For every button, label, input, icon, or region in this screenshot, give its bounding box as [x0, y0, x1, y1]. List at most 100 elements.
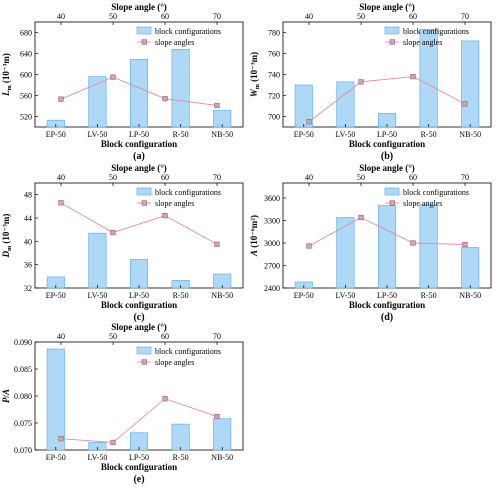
y-tick-label: 3300 — [264, 217, 280, 226]
legend: block configurations slope angles — [384, 187, 469, 208]
x-tick-label: EP-50 — [294, 130, 314, 139]
y-axis-title: Dm (10⁻³m) — [1, 214, 13, 259]
panel-label: (a) — [133, 151, 145, 162]
legend-bar-swatch — [384, 26, 400, 35]
y-tick-label: 32 — [24, 284, 32, 293]
legend-line-label: slope angles — [155, 38, 194, 47]
x-tick-label: LP-50 — [129, 453, 149, 462]
slope-angle-point-40 — [306, 243, 312, 249]
top-tick-label: 60 — [409, 12, 417, 21]
y-tick-label: 3600 — [264, 194, 280, 203]
slope-angle-point-50 — [110, 74, 116, 80]
top-tick-label: 50 — [357, 173, 365, 182]
bar-nb-50 — [213, 418, 232, 451]
x-tick-label: NB-50 — [211, 130, 233, 139]
y-tick-label: 2700 — [264, 262, 280, 271]
y-tick-label: 36 — [24, 261, 32, 270]
slope-angle-point-60 — [410, 240, 416, 246]
bar-lp-50 — [129, 58, 149, 128]
slope-angle-point-60 — [162, 213, 168, 219]
y-tick-label: 720 — [268, 92, 280, 101]
x-tick-label: LP-50 — [129, 130, 149, 139]
top-tick-label: 40 — [57, 332, 65, 341]
bar-ep-50 — [46, 348, 65, 451]
top-tick-label: 40 — [305, 12, 313, 21]
bar-r-50 — [419, 204, 438, 289]
x-axis-title: Block configuration — [349, 139, 425, 149]
slope-angle-line — [308, 216, 466, 247]
y-axis-title: Wm (10⁻³m) — [249, 52, 261, 97]
legend-bar-label: block configurations — [155, 188, 221, 197]
panel-label: (e) — [133, 474, 144, 485]
top-axis-title: Slope angle (°) — [111, 2, 167, 12]
y-tick-label: 3000 — [264, 239, 280, 248]
y-axis-title: A (10⁻⁶m²) — [249, 215, 259, 257]
y-axis-title: Lm (10⁻³m) — [1, 53, 13, 97]
top-tick-label: 40 — [305, 173, 313, 182]
bar-lp-50 — [377, 205, 397, 289]
legend-marker-swatch — [389, 39, 395, 45]
legend-line-label: slope angles — [403, 38, 442, 47]
x-tick-label: LV-50 — [87, 291, 107, 300]
y-tick-label: 560 — [20, 92, 32, 101]
y-tick-label: 44 — [24, 214, 32, 223]
x-tick-label: EP-50 — [46, 453, 66, 462]
chart-panel-b: 700 720 740 760 780 EP-50 LV-50 LP-50 R-50 NB-50 4… — [249, 2, 492, 162]
chart-panel-c: 32 36 40 44 48 EP-50 LV-50 LP-50 R-50 NB-50 40 50 60… — [1, 163, 244, 323]
y-tick-label: 780 — [268, 29, 280, 38]
slope-angle-point-50 — [358, 214, 364, 221]
legend-marker-swatch — [141, 39, 147, 45]
legend-bar-label: block configurations — [155, 27, 221, 36]
y-tick-label: 700 — [268, 113, 280, 122]
x-tick-label: LP-50 — [129, 291, 149, 300]
legend-bar-label: block configurations — [403, 27, 469, 36]
slope-angle-point-60 — [162, 96, 168, 102]
x-tick-label: LV-50 — [87, 453, 107, 462]
slope-angle-point-70 — [462, 101, 468, 107]
x-axis-title: Block configuration — [349, 300, 425, 310]
top-tick-label: 70 — [213, 12, 221, 21]
slope-angle-point-60 — [410, 74, 416, 80]
legend: block configurations slope angles — [136, 187, 221, 208]
legend-bar-label: block configurations — [155, 347, 221, 356]
x-tick-label: EP-50 — [46, 130, 66, 139]
panel-label: (c) — [133, 312, 144, 323]
x-tick-label: EP-50 — [46, 291, 66, 300]
bar-lp-50 — [129, 259, 149, 289]
chart-panel-a: 520 560 600 640 680 EP-50 LV-50 LP-50 R-50 NB-50 4… — [1, 2, 244, 162]
slope-angle-point-70 — [462, 241, 468, 248]
x-tick-label: LP-50 — [377, 291, 397, 300]
top-tick-label: 40 — [57, 12, 65, 21]
top-tick-label: 50 — [357, 12, 365, 21]
legend-line-label: slope angles — [155, 199, 194, 208]
x-tick-label: NB-50 — [459, 130, 481, 139]
x-axis-title: Block configuration — [101, 462, 177, 472]
top-axis-title: Slope angle (°) — [111, 163, 167, 173]
plot-frame — [282, 21, 492, 128]
legend: block configurations slope angles — [384, 26, 469, 47]
y-tick-label: 0.090 — [14, 338, 32, 347]
x-axis-title: Block configuration — [101, 300, 177, 310]
x-tick-label: R-50 — [173, 453, 189, 462]
y-tick-label: 0.070 — [14, 446, 32, 455]
x-tick-label: NB-50 — [459, 291, 481, 300]
y-tick-label: 740 — [268, 71, 280, 80]
x-tick-label: NB-50 — [211, 291, 233, 300]
y-tick-label: 640 — [20, 50, 32, 59]
panel-label: (d) — [381, 312, 393, 323]
chart-panel-d: 2400 2700 3000 3300 3600 EP-50 LV-50 LP-50 R-50 N… — [249, 163, 492, 323]
x-tick-label: LV-50 — [335, 291, 355, 300]
y-tick-label: 0.080 — [14, 392, 32, 401]
y-tick-label: 40 — [24, 237, 32, 246]
legend-marker-swatch — [141, 200, 147, 206]
x-tick-label: LV-50 — [87, 130, 107, 139]
x-tick-label: R-50 — [173, 291, 189, 300]
bar-lv-50 — [336, 217, 355, 289]
legend-marker-swatch — [389, 200, 395, 206]
top-axis-title: Slope angle (°) — [359, 2, 415, 12]
legend-line-label: slope angles — [155, 358, 194, 367]
legend-line-label: slope angles — [403, 199, 442, 208]
bar-lv-50 — [88, 232, 107, 289]
top-tick-label: 40 — [57, 173, 65, 182]
top-tick-label: 70 — [213, 332, 221, 341]
